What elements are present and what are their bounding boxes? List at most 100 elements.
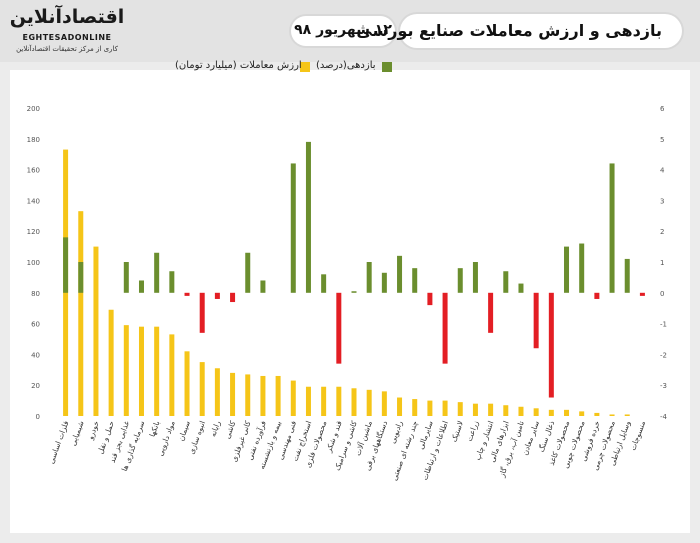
category-label: رایانه [208, 419, 222, 438]
category-label: سیمان [176, 420, 192, 443]
return-bar [169, 271, 175, 293]
return-bar [457, 268, 463, 293]
chart-title: بازدهی و ارزش معاملات صنایع بورسی [356, 21, 662, 40]
return-bar [336, 292, 342, 364]
return-bar [579, 243, 585, 293]
return-bar [397, 255, 403, 293]
legend-swatch-return [382, 62, 392, 72]
category-label: زراعت [465, 419, 481, 442]
category-label: بانکها [147, 420, 161, 438]
category-label: رادیویی [388, 419, 405, 444]
left-tick-label: 20 [31, 382, 40, 390]
right-tick-label: -4 [660, 413, 668, 421]
category-label: فلزات اساسی [47, 419, 71, 465]
right-tick-label: -1 [660, 321, 667, 329]
left-tick-label: 0 [36, 413, 40, 421]
value-bar [457, 402, 463, 416]
value-bar [305, 386, 311, 416]
value-bar [260, 375, 266, 416]
chart-svg: 0 20 40 60 80 100 120 140 160 180 200 -4 -3 -2 -1 0 1 2 3 4… [27, 105, 668, 482]
value-bar [336, 386, 342, 416]
value-bar [427, 400, 433, 416]
return-bar [214, 292, 220, 299]
value-bar [321, 386, 327, 416]
return-bar [123, 262, 129, 293]
left-tick-label: 140 [27, 197, 40, 205]
return-bar [260, 280, 266, 293]
value-bar [169, 334, 175, 416]
category-label: کاشی [223, 419, 238, 440]
value-bar [366, 389, 372, 416]
return-bar [63, 237, 69, 293]
return-bar [412, 268, 418, 293]
return-bar [366, 262, 372, 293]
return-bar [503, 271, 509, 293]
return-bar [351, 291, 357, 293]
category-label: خودرو [85, 419, 100, 441]
value-bar [472, 403, 478, 416]
return-bar [488, 292, 494, 333]
value-bar [412, 399, 418, 416]
return-bar [138, 280, 144, 293]
value-bar [230, 372, 236, 416]
return-bar [290, 163, 296, 293]
return-bar [381, 272, 387, 293]
value-bar [503, 405, 509, 416]
right-tick-label: 3 [660, 197, 664, 205]
value-bar [199, 362, 205, 416]
left-tick-label: 60 [31, 321, 40, 329]
value-bar [351, 388, 357, 416]
logo: اقتصادآنلاین EGHTESADONLINE کاری از مرکز… [8, 6, 126, 56]
right-tick-label: 4 [660, 167, 665, 175]
return-bar [321, 274, 327, 293]
category-label: لاستیک [449, 420, 465, 444]
value-bar [518, 406, 524, 416]
chart-card: بازدهی(درصد) ارزش معاملات (میلیارد تومان… [10, 60, 690, 533]
value-bar [78, 211, 84, 416]
value-bar [290, 380, 296, 416]
return-bar [533, 292, 539, 349]
left-tick-label: 160 [27, 167, 40, 175]
value-bar [184, 351, 190, 416]
return-bar [624, 258, 630, 293]
legend-label-return: بازدهی(درصد) [316, 60, 376, 71]
return-bar [442, 292, 448, 364]
return-bar [472, 262, 478, 293]
left-tick-label: 120 [27, 228, 40, 236]
return-bar [427, 292, 433, 306]
legend-label-value: ارزش معاملات (میلیارد تومان) [175, 60, 302, 71]
logo-subtitle: کاری از مرکز تحقیقات اقتصادآنلاین [16, 45, 118, 53]
date-pill: ۱۲ شهریور ۹۸ [291, 16, 395, 46]
title-pill: بازدهی و ارزش معاملات صنایع بورسی [356, 14, 682, 48]
value-bar [564, 409, 570, 416]
return-bar [639, 292, 645, 296]
left-tick-label: 200 [27, 105, 40, 113]
return-bar [245, 252, 251, 293]
right-tick-label: 5 [660, 136, 664, 144]
return-bar [78, 262, 84, 293]
value-bar [624, 414, 630, 416]
right-tick-label: -3 [660, 382, 667, 390]
chart-date: ۱۲ شهریور ۹۸ [294, 22, 392, 38]
return-bar [518, 283, 524, 293]
value-bar [488, 403, 494, 416]
value-bar [397, 397, 403, 416]
return-bar [199, 292, 205, 333]
value-bar [609, 414, 615, 416]
return-bar [230, 292, 236, 303]
return-bar [154, 252, 160, 293]
value-bar [214, 368, 220, 416]
right-tick-label: -2 [660, 351, 667, 359]
return-bar [594, 292, 600, 299]
left-tick-label: 100 [27, 259, 40, 267]
logo-text: اقتصادآنلاین [9, 6, 125, 28]
return-bar [305, 141, 311, 293]
value-bar [93, 246, 99, 416]
value-bar [245, 374, 251, 416]
value-bar [533, 408, 539, 416]
return-bar [609, 163, 615, 293]
value-bar [442, 400, 448, 416]
legend-swatch-value [300, 62, 310, 72]
value-bar [381, 391, 387, 416]
left-tick-label: 40 [31, 351, 40, 359]
